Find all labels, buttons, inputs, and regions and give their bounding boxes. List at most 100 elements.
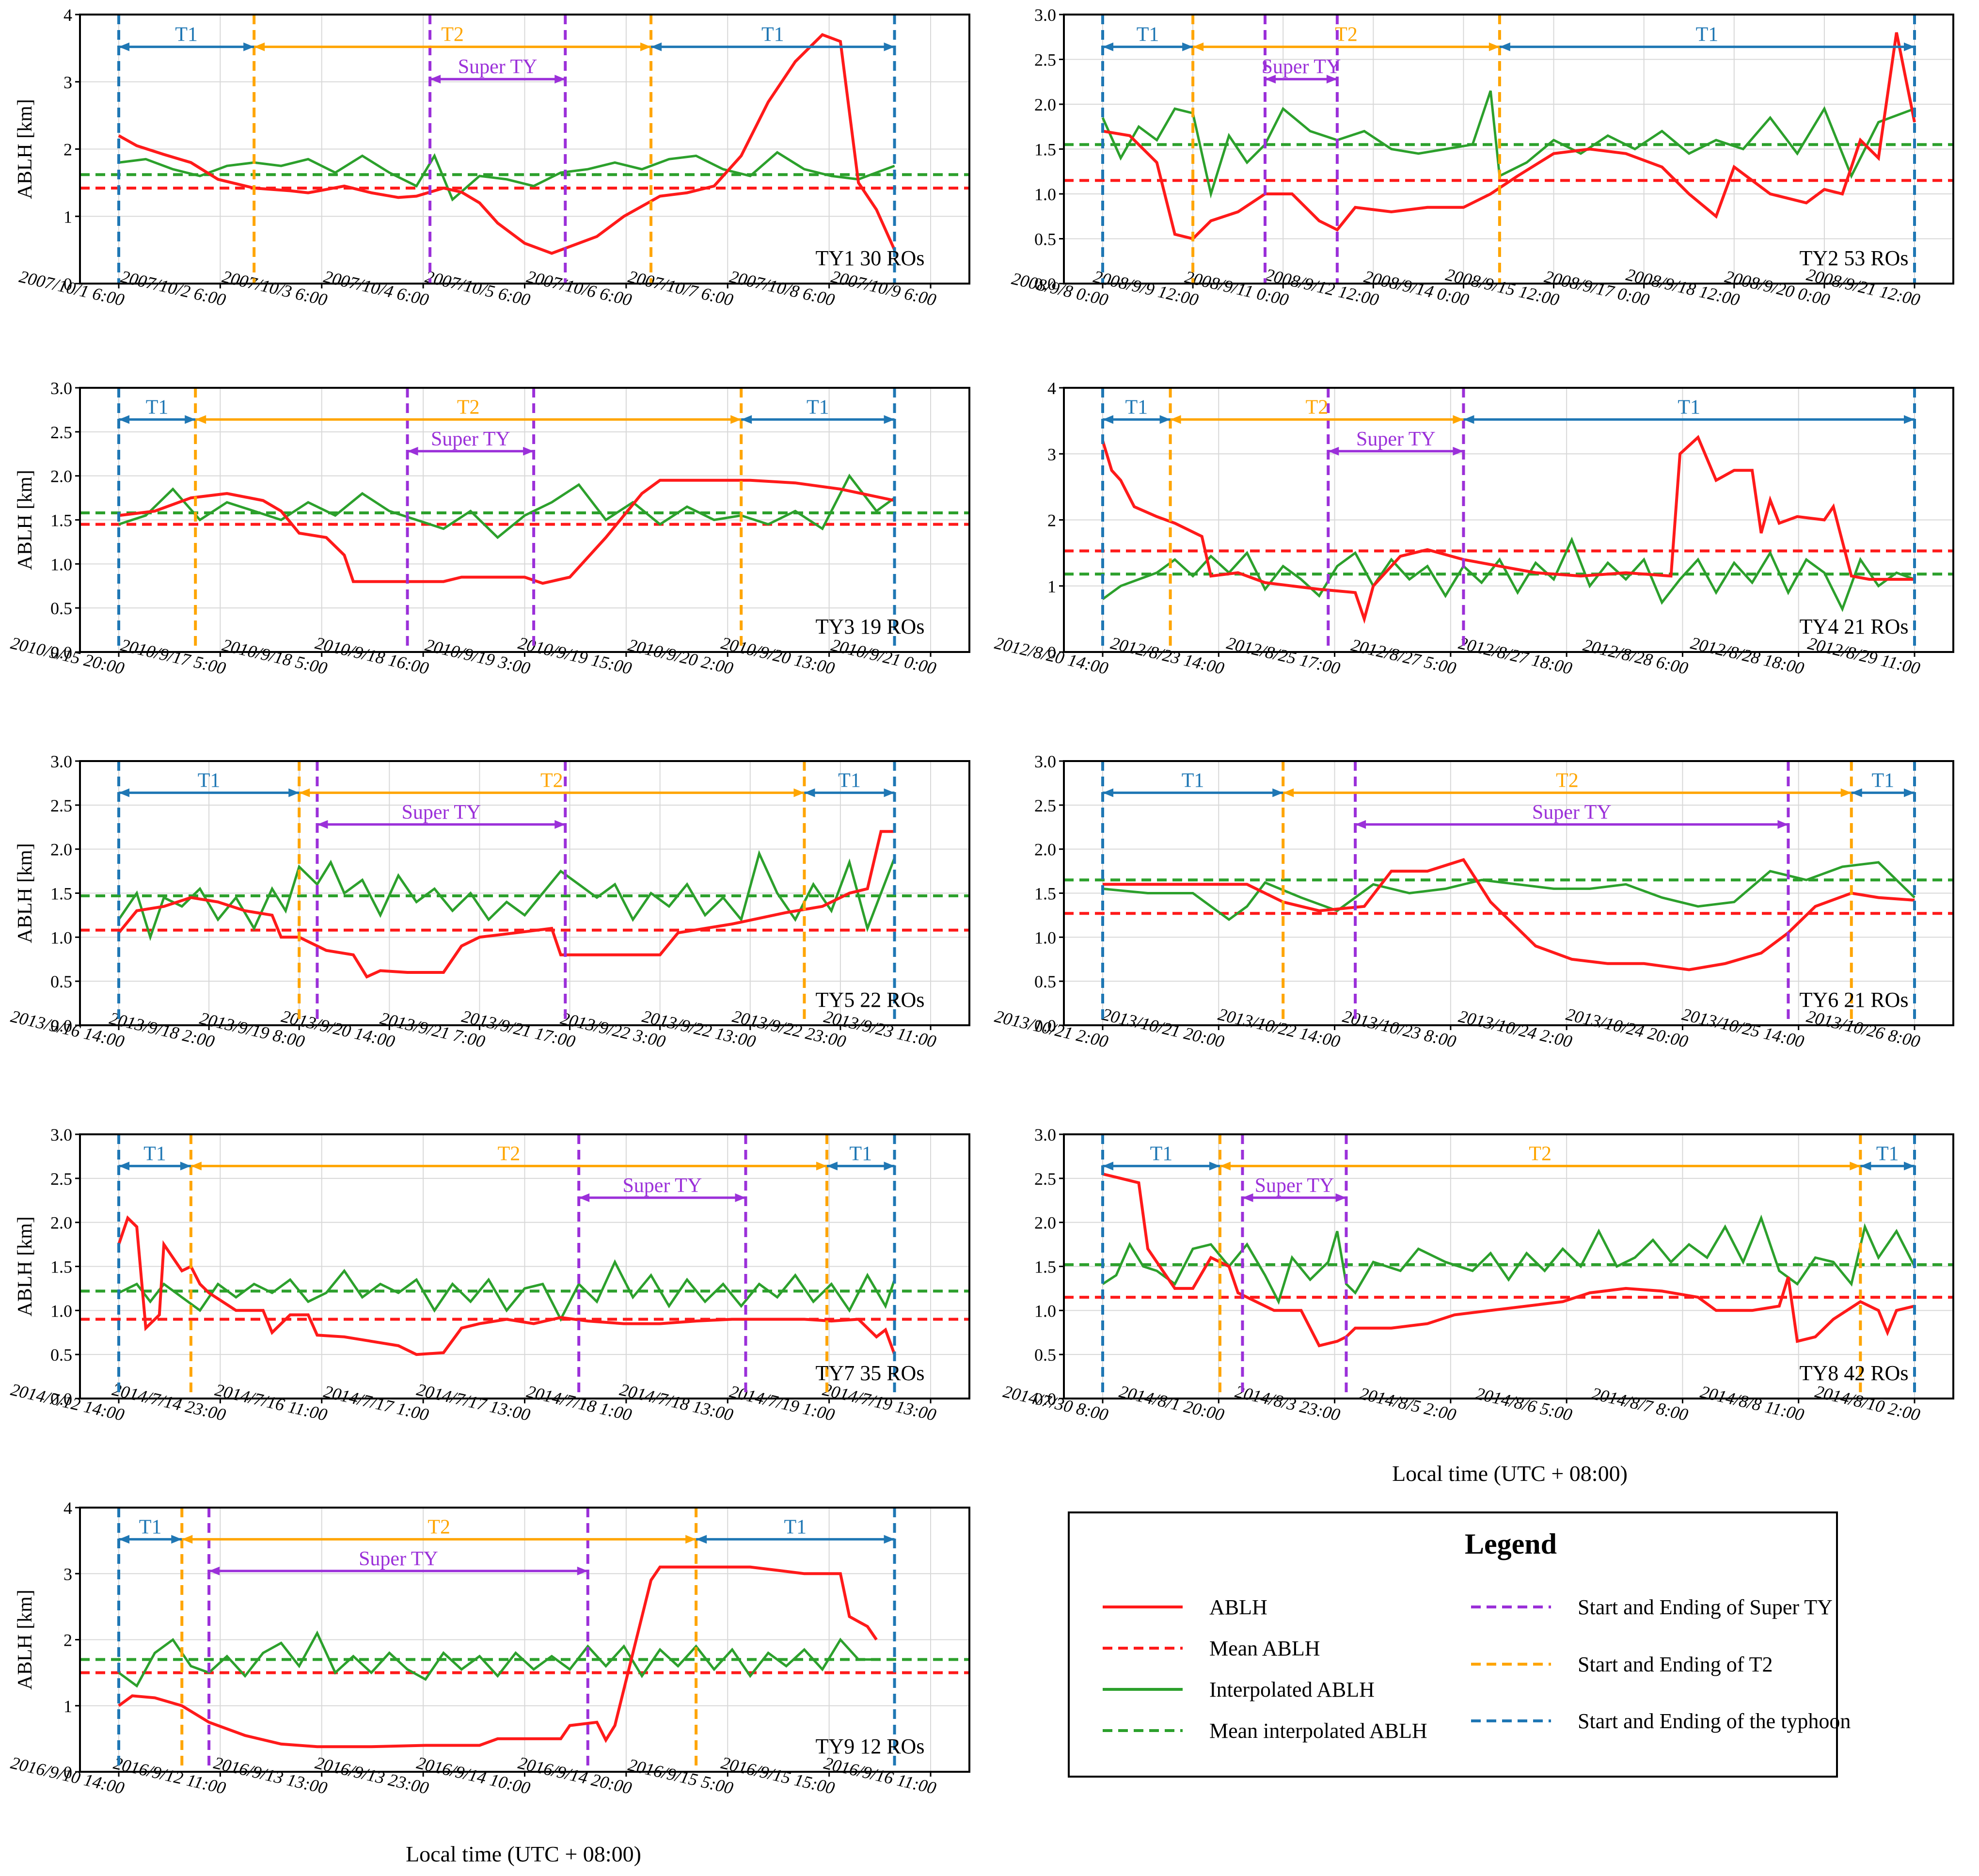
y-tick-label: 0.0 (1034, 1389, 1056, 1409)
panel-title: TY2 53 ROs (1800, 246, 1909, 270)
x-tick-label: 2007/10/1 6:00 (17, 267, 126, 310)
x-tick-label: 2013/10/22 14:00 (1216, 1004, 1342, 1051)
super-ty-arrow-head-right (735, 1193, 746, 1202)
x-tick-label: 2016/9/14 10:00 (415, 1753, 532, 1798)
legend-label: Interpolated ABLH (1209, 1678, 1375, 1701)
super-ty-arrow-head-left (407, 446, 418, 456)
ablh-series (1103, 858, 1915, 971)
legend-frame (1068, 1511, 1838, 1778)
x-tick-label: 2007/10/8 6:00 (728, 267, 836, 310)
x-tick-label: 2010/9/20 2:00 (626, 635, 735, 678)
t2-label: T2 (1529, 1143, 1552, 1165)
x-tick-label: 2013/9/16 14:00 (9, 1006, 126, 1051)
t1-start-arrow-head-left (119, 788, 129, 797)
t2-label: T2 (498, 1143, 521, 1165)
super-ty-arrow-head-right (1335, 1193, 1346, 1202)
t1-end-label: T1 (807, 396, 829, 418)
y-tick-label: 2.5 (50, 1169, 72, 1189)
y-tick-label: 2 (63, 1631, 72, 1650)
y-tick-label: 0.5 (50, 972, 72, 991)
legend-label: Start and Ending of the typhoon (1578, 1709, 1851, 1733)
y-tick-label: 3.0 (1034, 1125, 1056, 1145)
plot-frame (79, 1507, 970, 1773)
t2-arrow-head-right (640, 42, 651, 51)
plot-frame (79, 14, 970, 285)
ablh-series (117, 830, 895, 979)
super-ty-arrow-head-right (1326, 75, 1337, 84)
super-ty-label: Super TY (458, 56, 538, 78)
t2-arrow-head-right (1488, 42, 1500, 51)
super-ty-arrow-head-left (579, 1193, 590, 1202)
t2-arrow-head-left (182, 1535, 193, 1544)
super-ty-arrow-head-right (554, 820, 566, 829)
t1-start-arrow-head-right (171, 1535, 182, 1544)
plot-frame (79, 387, 970, 653)
y-tick-label: 1.5 (50, 1257, 72, 1277)
t1-end-arrow-head-left (804, 788, 815, 797)
t1-start-label: T1 (1137, 24, 1159, 46)
y-tick-label: 0.5 (1034, 1345, 1056, 1365)
x-tick-label: 2010/9/20 13:00 (719, 633, 837, 678)
t1-start-arrow-head-left (1103, 1161, 1113, 1171)
y-tick-label: 3.0 (50, 1125, 72, 1145)
panel-title: TY5 22 ROs (816, 988, 925, 1012)
t1-end-arrow-head-right (884, 1535, 895, 1544)
t2-arrow-head-left (299, 788, 310, 797)
super-ty-arrow-head-left (1265, 75, 1276, 84)
y-tick-label: 2.5 (1034, 50, 1056, 70)
y-tick-label: 1.0 (1034, 185, 1056, 204)
y-tick-label: 3.0 (50, 379, 72, 398)
x-tick-label: 2013/10/24 2:00 (1457, 1006, 1574, 1051)
plot-frame (1063, 14, 1954, 285)
t1-end-label: T1 (1696, 24, 1719, 46)
x-tick-label: 2016/9/14 20:00 (516, 1753, 633, 1798)
x-tick-label: 2014/7/18 13:00 (618, 1380, 735, 1425)
y-tick-label: 2 (1047, 511, 1056, 530)
y-tick-label: 1.5 (50, 884, 72, 904)
t2-arrow-head-left (1283, 788, 1294, 797)
super-ty-arrow-head-right (554, 75, 566, 84)
y-tick-label: 3.0 (50, 752, 72, 771)
t2-arrow-head-left (190, 1161, 202, 1171)
x-tick-label: 2013/10/26 8:00 (1805, 1006, 1922, 1051)
t1-end-arrow-head-left (1463, 415, 1474, 424)
t1-end-arrow-head-left (741, 415, 752, 424)
super-ty-label: Super TY (1356, 428, 1436, 450)
panel-title: TY6 21 ROs (1800, 988, 1909, 1012)
y-tick-label: 2.0 (1034, 840, 1056, 859)
y-tick-label: 1.5 (1034, 140, 1056, 159)
t2-label: T2 (540, 769, 563, 792)
super-ty-arrow-head-left (430, 75, 441, 84)
t2-arrow-head-left (254, 42, 265, 51)
panel-title: TY1 30 ROs (816, 246, 925, 270)
ablh-series (118, 33, 896, 255)
x-tick-label: 2010/9/17 5:00 (119, 635, 227, 678)
super-ty-arrow-head-left (1355, 820, 1366, 829)
interpolated-ablh-series (118, 1259, 896, 1322)
t1-end-label: T1 (1876, 1143, 1899, 1165)
x-tick-label: 2014/7/19 13:00 (821, 1380, 938, 1425)
y-tick-label: 1 (63, 207, 72, 226)
y-tick-label: 1.0 (50, 555, 72, 574)
y-axis-title: ABLH [km] (14, 1590, 36, 1689)
t1-end-label: T1 (784, 1516, 807, 1538)
y-tick-label: 0.5 (1034, 230, 1056, 249)
interpolated-ablh-series (1101, 90, 1915, 199)
t1-start-arrow-head-left (1103, 42, 1113, 51)
y-tick-label: 0.5 (50, 1345, 72, 1365)
y-tick-label: 0 (63, 1763, 72, 1782)
y-tick-label: 0 (1047, 643, 1056, 662)
t2-arrow-head-left (195, 415, 206, 424)
plot-frame (1063, 760, 1954, 1026)
y-tick-label: 3.0 (1034, 5, 1056, 25)
y-tick-label: 1.0 (1034, 928, 1056, 947)
y-tick-label: 0.0 (50, 1016, 72, 1035)
super-ty-label: Super TY (622, 1175, 702, 1197)
y-tick-label: 0.0 (50, 643, 72, 662)
y-tick-label: 0.5 (1034, 972, 1056, 991)
x-tick-label: 2014/8/7 8:00 (1590, 1383, 1690, 1425)
